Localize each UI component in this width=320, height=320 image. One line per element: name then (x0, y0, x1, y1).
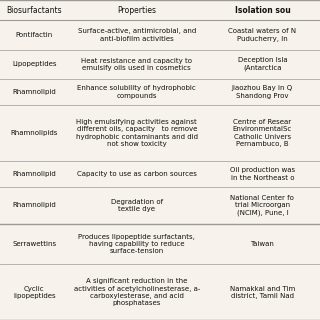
Text: Serrawettins: Serrawettins (12, 241, 56, 247)
Text: Rhamnolipid: Rhamnolipid (12, 89, 56, 95)
Text: Rhamnolipids: Rhamnolipids (11, 130, 58, 136)
Text: National Center fo
trial Microorgan
(NCIM), Pune, I: National Center fo trial Microorgan (NCI… (230, 195, 294, 216)
Text: Centre of Resear
EnvironmentalSc
Catholic Univers
Pernambuco, B: Centre of Resear EnvironmentalSc Catholi… (233, 119, 292, 147)
Text: Heat resistance and capacity to
emulsify oils used in cosmetics: Heat resistance and capacity to emulsify… (81, 58, 192, 71)
Text: Enhance solubility of hydrophobic
compounds: Enhance solubility of hydrophobic compou… (77, 85, 196, 99)
Text: Produces lipopeptide surfactants,
having capability to reduce
surface-tension: Produces lipopeptide surfactants, having… (78, 234, 195, 254)
Text: Degradation of
textile dye: Degradation of textile dye (111, 199, 163, 212)
Text: High emulsifying activities against
different oils, capacity   to remove
hydroph: High emulsifying activities against diff… (76, 119, 198, 147)
Text: Oil production was
in the Northeast o: Oil production was in the Northeast o (230, 167, 295, 180)
Text: Capacity to use as carbon sources: Capacity to use as carbon sources (77, 171, 197, 177)
Text: Surface-active, antimicrobial, and
anti-biofilm activities: Surface-active, antimicrobial, and anti-… (78, 28, 196, 42)
Text: Properties: Properties (117, 6, 156, 15)
Text: Rhamnolipid: Rhamnolipid (12, 202, 56, 208)
Text: Jiaozhou Bay in Q
Shandong Prov: Jiaozhou Bay in Q Shandong Prov (232, 85, 293, 99)
Text: Pontifactin: Pontifactin (16, 32, 53, 38)
Text: Isolation sou: Isolation sou (235, 6, 290, 15)
Text: Coastal waters of N
Puducherry, In: Coastal waters of N Puducherry, In (228, 28, 296, 42)
Text: A significant reduction in the
activities of acetylcholinesterase, a-
carboxyles: A significant reduction in the activitie… (74, 278, 200, 306)
Text: Rhamnolipid: Rhamnolipid (12, 171, 56, 177)
Text: Namakkal and Tim
district, Tamil Nad: Namakkal and Tim district, Tamil Nad (230, 286, 295, 299)
Text: Deception Isla
(Antarctica: Deception Isla (Antarctica (237, 57, 287, 71)
Text: Taiwan: Taiwan (251, 241, 274, 247)
Text: Biosurfactants: Biosurfactants (7, 6, 62, 15)
Text: Cyclic
lipopeptides: Cyclic lipopeptides (13, 286, 56, 299)
Text: Lipopeptides: Lipopeptides (12, 61, 57, 67)
